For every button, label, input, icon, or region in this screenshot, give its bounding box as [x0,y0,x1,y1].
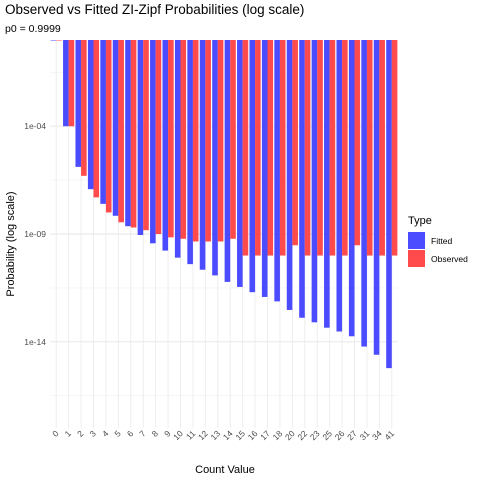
bar-fitted-9 [162,40,169,251]
bar-fitted-3 [87,40,94,190]
bar-fitted-20 [286,40,293,310]
bar-observed-11 [192,40,199,242]
x-tick-label: 5 [112,428,123,439]
y-tick-label: 1e-09 [24,229,46,239]
bar-observed-8 [155,40,162,234]
bar-fitted-14 [224,40,231,282]
x-tick-label: 4 [100,428,111,439]
bar-observed-13 [217,40,224,242]
bar-fitted-13 [212,40,218,276]
bar-observed-15 [242,40,249,256]
bar-observed-12 [205,40,211,242]
legend-swatch-fitted [408,232,425,249]
bar-fitted-6 [125,40,131,227]
bar-fitted-2 [75,40,82,167]
bar-observed-25 [329,40,336,256]
chart-subtitle: p0 = 0.9999 [5,23,61,35]
y-axis-label: Probability (log scale) [5,191,17,296]
bar-fitted-27 [348,40,355,337]
legend-label-observed: Observed [431,254,468,264]
bar-fitted-7 [137,40,144,235]
bar-observed-27 [354,40,361,246]
bar-observed-31 [366,40,373,256]
legend-swatch-observed [408,250,425,267]
x-axis-label: Count Value [195,464,255,476]
y-tick-labels: 1e-04 1e-09 1e-14 [24,121,46,347]
bar-observed-3 [93,40,100,198]
x-tick-label: 3 [87,428,98,439]
bar-observed-16 [255,40,261,256]
bar-fitted-34 [373,40,380,355]
x-tick-label: 41 [382,428,396,442]
bar-observed-22 [304,40,311,256]
bar-fitted-5 [112,40,119,216]
bar-observed-9 [168,40,174,238]
bar-fitted-25 [324,40,330,328]
bar-fitted-23 [311,40,318,323]
bar-observed-41 [391,40,398,256]
bar-observed-7 [143,40,149,231]
bar-fitted-1 [63,40,69,127]
bar-fitted-17 [261,40,268,297]
x-tick-label: 6 [125,428,136,439]
chart-title: Observed vs Fitted ZI-Zipf Probabilities… [5,2,304,17]
bar-fitted-16 [249,40,256,293]
legend-label-fitted: Fitted [431,236,453,246]
bar-fitted-15 [237,40,243,287]
bar-observed-10 [180,40,187,239]
x-tick-label: 7 [137,428,148,439]
bar-observed-14 [230,40,236,239]
legend-title: Type [408,215,432,227]
bar-fitted-31 [361,40,367,347]
bar-fitted-4 [100,40,106,204]
bars [50,40,398,369]
x-tick-label: 0 [50,428,61,439]
bar-fitted-11 [187,40,193,265]
bar-observed-1 [68,40,75,127]
bar-fitted-26 [336,40,343,332]
bar-observed-5 [118,40,124,223]
bar-fitted-18 [274,40,280,302]
bar-observed-6 [130,40,137,228]
bar-fitted-12 [199,40,206,270]
bar-observed-18 [279,40,286,256]
y-tick-label: 1e-04 [24,121,46,131]
bar-observed-26 [342,40,348,256]
y-tick-label: 1e-14 [24,337,46,347]
x-tick-label: 8 [150,428,161,439]
bar-fitted-8 [150,40,156,244]
bar-observed-17 [267,40,274,256]
bar-observed-0 [56,40,62,41]
bar-fitted-0 [50,40,57,41]
bar-fitted-41 [386,40,392,369]
x-tick-label: 2 [75,428,86,439]
x-tick-labels: 0 1 2 3 4 5 6 7 8 910 1112131415161718202223252627… [50,428,396,442]
x-tick-label: 1 [63,428,74,439]
x-tick-label: 10 [171,428,185,442]
bar-fitted-22 [299,40,305,318]
bar-observed-2 [81,40,87,176]
bar-fitted-10 [174,40,181,258]
legend: Type Fitted Observed [408,215,468,267]
x-tick-label: 9 [162,428,173,439]
bar-observed-34 [379,40,385,256]
bar-observed-20 [292,40,298,246]
bar-observed-4 [105,40,112,213]
bar-observed-23 [317,40,323,256]
